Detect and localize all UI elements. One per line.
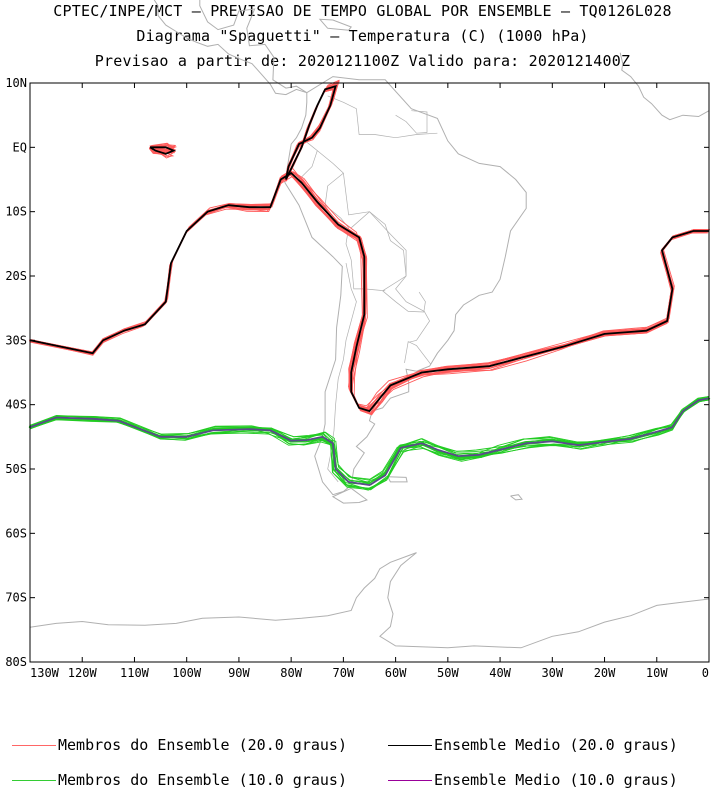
map-frame xyxy=(29,82,710,663)
antarctic-peninsula xyxy=(29,552,417,628)
border-guianas xyxy=(395,110,428,134)
lon-label-7: 60W xyxy=(385,666,407,680)
legend-mean20: Ensemble Medio (20.0 graus) xyxy=(388,736,678,754)
member-20-0-14 xyxy=(29,169,710,414)
member-20-0-7 xyxy=(29,171,710,415)
lon-label-8: 50W xyxy=(437,666,459,680)
lon-label-11: 20W xyxy=(594,666,616,680)
south-america-coast xyxy=(284,76,527,496)
member-20-0-4 xyxy=(29,173,710,416)
ensemble-members-layer xyxy=(28,79,711,491)
ensemble-mean-20-1 xyxy=(285,84,337,180)
lon-label-0: 130W xyxy=(30,666,60,680)
legend-member10: Membros do Ensemble (10.0 graus) xyxy=(12,771,347,789)
legend-swatch-member10 xyxy=(12,779,56,781)
member-20-0-13 xyxy=(30,173,709,410)
border-bolivia xyxy=(350,211,407,292)
central-america-coast xyxy=(153,0,307,96)
member-20-2-14 xyxy=(149,142,174,155)
central-america-caribbean xyxy=(199,0,308,94)
legend-label-mean10: Ensemble Medio (10.0 graus) xyxy=(434,771,678,789)
legend-swatch-mean10 xyxy=(388,779,432,781)
member-20-0-3 xyxy=(30,171,709,407)
lon-label-4: 90W xyxy=(228,666,250,680)
member-20-0-0 xyxy=(29,171,710,416)
border-andes-spine xyxy=(327,263,357,483)
border-uruguay xyxy=(404,341,431,365)
lon-label-13: 0 xyxy=(702,666,709,680)
chart-subtitle: Diagrama "Spaguetti" – Temperatura (C) (… xyxy=(136,27,589,45)
africa-bulge xyxy=(619,52,710,121)
chart-title: CPTEC/INPE/MCT – PREVISAO DE TEMPO GLOBA… xyxy=(53,2,672,20)
falklands xyxy=(387,476,408,483)
lon-label-9: 40W xyxy=(489,666,511,680)
tierra-del-fuego xyxy=(331,487,368,504)
longitude-labels: 130W 120W 110W 100W 90W 80W 70W 60W 50W 40W 30W 20W… xyxy=(30,666,709,680)
lon-label-12: 10W xyxy=(646,666,668,680)
lon-label-2: 110W xyxy=(120,666,150,680)
member-20-0-1 xyxy=(30,171,709,410)
ensemble-mean-10-0 xyxy=(29,397,710,487)
member-20-0-2 xyxy=(29,170,710,415)
legend-swatch-mean20 xyxy=(388,744,432,746)
lat-label-4: 30S xyxy=(5,333,27,347)
member-20-0-11 xyxy=(31,175,708,409)
member-20-0-6 xyxy=(29,173,710,414)
lat-label-1: EQ xyxy=(13,140,27,154)
latitude-labels: 10N EQ 10S 20S 30S 40S 50S 60S 70S 80S xyxy=(5,76,27,669)
lat-label-2: 10S xyxy=(5,205,27,219)
axis-ticks xyxy=(29,82,710,663)
lat-label-8: 70S xyxy=(5,591,27,605)
lat-label-5: 40S xyxy=(5,398,27,412)
lat-label-9: 80S xyxy=(5,655,27,669)
weddell-coast xyxy=(379,552,710,649)
ensemble-mean-layer xyxy=(29,84,710,487)
lon-label-5: 80W xyxy=(280,666,302,680)
chart-dates: Previsao a partir de: 2020121100Z Valido… xyxy=(94,52,631,70)
caribbean-island xyxy=(318,18,353,31)
legend-label-member10: Membros do Ensemble (10.0 graus) xyxy=(58,771,347,789)
border-north xyxy=(327,95,438,139)
member-20-0-10 xyxy=(30,171,710,411)
member-20-0-9 xyxy=(29,172,710,416)
member-10-0-3 xyxy=(28,398,711,490)
border-andes-east xyxy=(317,150,386,292)
lon-label-1: 120W xyxy=(68,666,98,680)
legend-member20: Membros do Ensemble (20.0 graus) xyxy=(12,736,347,754)
lat-label-3: 20S xyxy=(5,269,27,283)
border-paraguay xyxy=(382,290,426,313)
member-20-0-8 xyxy=(29,174,710,414)
lat-label-6: 50S xyxy=(5,462,27,476)
lon-label-6: 70W xyxy=(333,666,355,680)
lat-label-7: 60S xyxy=(5,526,27,540)
lon-label-3: 100W xyxy=(172,666,202,680)
legend-label-member20: Membros do Ensemble (20.0 graus) xyxy=(58,736,347,754)
legend-mean10: Ensemble Medio (10.0 graus) xyxy=(388,771,678,789)
south-georgia xyxy=(510,494,523,501)
legend-swatch-member20 xyxy=(12,744,56,746)
lat-label-0: 10N xyxy=(5,76,27,90)
coastlines-layer xyxy=(29,0,710,649)
lon-label-10: 30W xyxy=(541,666,563,680)
ensemble-mean-20-2 xyxy=(149,146,176,155)
legend-label-mean20: Ensemble Medio (20.0 graus) xyxy=(434,736,678,754)
border-amazon xyxy=(343,173,431,343)
ensemble-mean-20-0 xyxy=(29,171,709,413)
